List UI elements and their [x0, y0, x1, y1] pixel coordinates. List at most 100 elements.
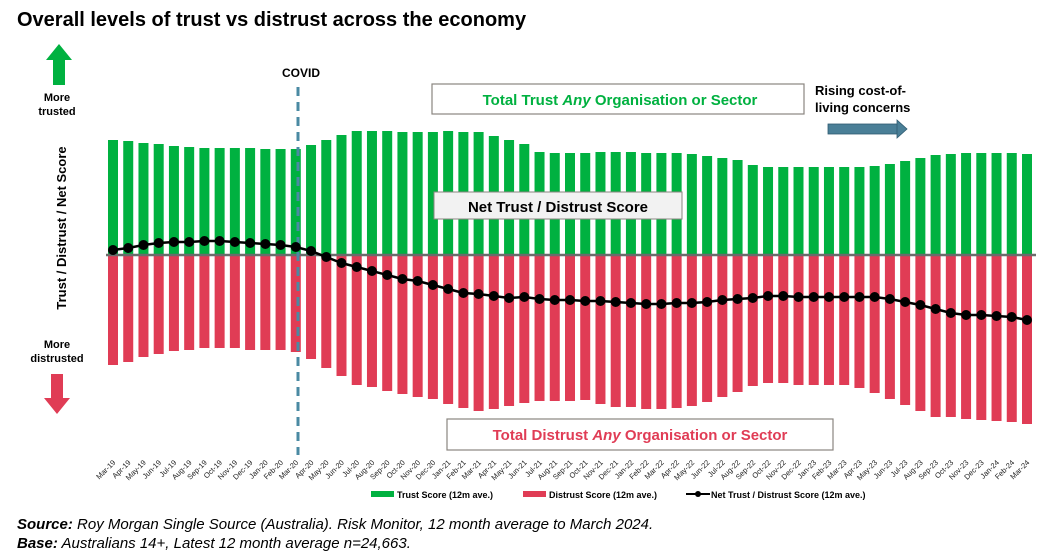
- net-score-point: [123, 243, 134, 253]
- cost-of-living-line2: living concerns: [815, 100, 910, 115]
- more-distrusted-line1: More: [44, 339, 70, 351]
- net-score-point: [306, 246, 317, 256]
- distrust-bar: [854, 255, 865, 388]
- distrust-bar: [549, 255, 560, 401]
- distrust-bar: [793, 255, 804, 385]
- net-score-point: [366, 266, 377, 276]
- legend: Trust Score (12m ave.) Distrust Score (1…: [371, 490, 866, 500]
- trust-bar: [1006, 153, 1017, 255]
- trust-bar: [991, 153, 1002, 255]
- trust-bar: [168, 146, 179, 255]
- source-text: Roy Morgan Single Source (Australia). Ri…: [72, 516, 654, 533]
- trust-bar: [108, 140, 118, 255]
- distrust-bar: [275, 255, 286, 350]
- net-score-point: [671, 298, 682, 308]
- trust-bar: [366, 131, 377, 255]
- legend-item-net: Net Trust / Distrust Score (12m ave.): [686, 490, 866, 500]
- distrust-bar: [229, 255, 240, 348]
- distrust-bar: [930, 255, 941, 417]
- trust-bar: [290, 149, 301, 255]
- svg-text:Net Trust / Distrust Score (12: Net Trust / Distrust Score (12m ave.): [711, 490, 866, 500]
- net-score-point: [991, 311, 1002, 321]
- trust-bar: [336, 135, 347, 255]
- trust-bar: [854, 167, 865, 255]
- svg-text:Total Trust Any Organisation o: Total Trust Any Organisation or Sector: [483, 92, 758, 109]
- net-score-point: [443, 284, 454, 294]
- trust-box-text-pre: Total Trust: [483, 92, 563, 109]
- distrust-bar: [443, 255, 454, 404]
- net-score-point: [290, 242, 301, 252]
- net-score-point: [229, 237, 240, 247]
- net-score-point: [580, 296, 591, 306]
- distrust-bar: [473, 255, 484, 411]
- net-score-point: [976, 310, 987, 320]
- net-score-point: [382, 270, 393, 280]
- net-box-text: Net Trust / Distrust Score: [468, 199, 648, 216]
- net-score-point: [595, 296, 606, 306]
- distrust-bar: [565, 255, 575, 401]
- distrust-bar: [945, 255, 956, 417]
- net-score-point: [138, 240, 149, 250]
- distrust-bar: [123, 255, 134, 362]
- net-score-point: [945, 308, 956, 318]
- net-score-point: [793, 292, 804, 302]
- net-score-point: [641, 299, 652, 309]
- base-text: Australians 14+, Latest 12 month average…: [57, 535, 411, 552]
- distrust-bar: [488, 255, 499, 409]
- distrust-bar: [808, 255, 819, 385]
- distrust-bar: [991, 255, 1002, 421]
- trust-bar: [229, 148, 240, 255]
- page-title: Overall levels of trust vs distrust acro…: [17, 9, 527, 31]
- distrust-bar: [412, 255, 423, 397]
- trust-bar: [427, 132, 438, 255]
- distrust-bar: [306, 255, 317, 359]
- trust-bar: [961, 153, 972, 255]
- net-score-point: [884, 294, 895, 304]
- trust-bar: [260, 149, 271, 255]
- net-score-point: [915, 300, 926, 310]
- distrust-bar: [153, 255, 164, 354]
- trust-annotation-box: Total Trust Any Organisation or Sector: [431, 83, 805, 115]
- trust-bar: [915, 158, 926, 255]
- trust-bar: [808, 167, 819, 255]
- distrust-bar: [245, 255, 256, 350]
- trust-bar: [306, 145, 317, 255]
- net-score-point: [412, 276, 423, 286]
- distrust-box-text-post: Organisation or Sector: [621, 427, 788, 444]
- net-score-point: [702, 297, 713, 307]
- net-score-point: [260, 239, 271, 249]
- trust-bar: [839, 167, 850, 255]
- trust-bar: [732, 160, 743, 255]
- net-score-point: [153, 238, 164, 248]
- distrust-bar: [915, 255, 926, 411]
- legend-item-trust: Trust Score (12m ave.): [371, 490, 493, 500]
- distrust-annotation-box: Total Distrust Any Organisation or Secto…: [446, 418, 834, 451]
- distrust-bar: [671, 255, 682, 408]
- distrust-bar: [656, 255, 667, 409]
- distrust-bar: [351, 255, 362, 385]
- net-score-point: [930, 304, 941, 314]
- net-score-point: [214, 236, 225, 246]
- trust-bar: [214, 148, 225, 255]
- distrust-bar: [199, 255, 210, 348]
- distrust-bar: [382, 255, 393, 391]
- net-score-point: [763, 291, 774, 301]
- trust-bar: [245, 148, 256, 255]
- distrust-bar: [839, 255, 850, 385]
- svg-text:Distrust Score (12m ave.): Distrust Score (12m ave.): [549, 490, 657, 500]
- distrust-bar: [290, 255, 301, 352]
- net-score-point: [610, 297, 621, 307]
- distrust-bar: [732, 255, 743, 392]
- trust-bar: [702, 156, 713, 255]
- distrust-box-text-pre: Total Distrust: [493, 427, 593, 444]
- trust-bar: [717, 158, 728, 255]
- right-arrow-icon: [827, 119, 908, 139]
- net-annotation-box: Net Trust / Distrust Score: [433, 191, 683, 220]
- more-distrusted-line2: distrusted: [30, 353, 83, 365]
- distrust-bar: [458, 255, 469, 408]
- net-score-point: [732, 294, 743, 304]
- trust-bar: [945, 154, 956, 255]
- trust-bar: [321, 140, 332, 255]
- trust-bar: [763, 167, 774, 255]
- distrust-bar: [641, 255, 652, 409]
